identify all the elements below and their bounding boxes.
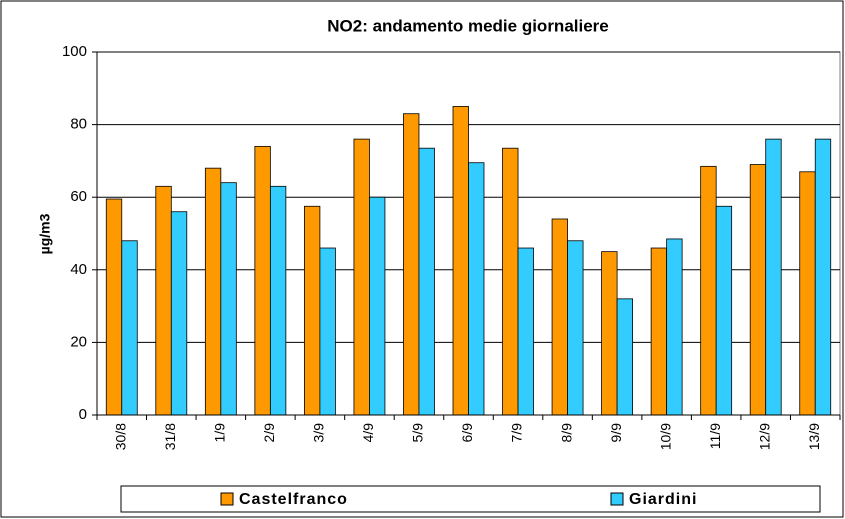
y-tick-label: 40	[70, 261, 87, 278]
x-tick-label: 10/9	[657, 423, 673, 450]
x-tick-label: 1/9	[212, 423, 228, 443]
bar	[369, 196, 386, 416]
bar	[170, 211, 188, 416]
bar	[353, 138, 370, 416]
x-tick-label: 6/9	[459, 423, 475, 443]
bar	[468, 162, 485, 416]
legend-swatch	[610, 492, 624, 506]
y-tick-label: 0	[79, 406, 87, 423]
x-tick-label: 30/8	[112, 423, 128, 450]
x-tick-label: 3/9	[311, 423, 327, 443]
x-tick-label: 2/9	[261, 423, 277, 443]
bar	[403, 113, 420, 416]
x-tick-label: 11/9	[707, 423, 723, 449]
bar	[269, 185, 287, 416]
bar	[765, 138, 782, 416]
bar	[567, 240, 584, 416]
bar	[155, 185, 172, 416]
bar	[319, 247, 336, 416]
x-tick-label: 9/9	[608, 423, 624, 443]
bar	[220, 182, 237, 416]
x-tick-label: 31/8	[162, 423, 178, 450]
bar	[814, 138, 832, 416]
bar	[204, 167, 222, 416]
x-tick-label: 13/9	[806, 423, 822, 450]
x-tick-label: 8/9	[558, 423, 574, 443]
y-tick-label: 20	[70, 333, 87, 350]
chart-title: NO2: andamento medie giornaliere	[327, 16, 609, 35]
y-tick-label: 60	[70, 188, 87, 205]
bar	[650, 247, 668, 416]
bar	[121, 240, 138, 416]
bar	[551, 218, 568, 416]
x-tick-label: 7/9	[509, 423, 525, 443]
legend-box	[120, 485, 821, 513]
bar	[502, 147, 519, 416]
bar	[799, 171, 816, 416]
bar	[666, 238, 683, 416]
bar	[715, 205, 733, 416]
bar	[452, 106, 469, 416]
bar	[254, 145, 271, 416]
x-tick-label: 5/9	[410, 423, 426, 443]
bar	[418, 147, 435, 416]
bar	[303, 205, 321, 416]
bar	[749, 164, 767, 416]
legend-swatch	[220, 492, 234, 506]
bar	[517, 247, 534, 416]
y-tick-label: 100	[62, 43, 87, 60]
y-tick-label: 80	[70, 116, 87, 133]
x-tick-label: 12/9	[756, 423, 772, 450]
y-axis-label: µg/m3	[37, 213, 53, 254]
x-tick-label: 4/9	[360, 423, 376, 443]
bar	[601, 251, 618, 416]
bar	[616, 298, 633, 416]
bar	[105, 198, 123, 416]
legend-label: Castelfranco	[239, 491, 348, 508]
bar	[700, 165, 717, 416]
legend-label: Giardini	[629, 491, 697, 508]
